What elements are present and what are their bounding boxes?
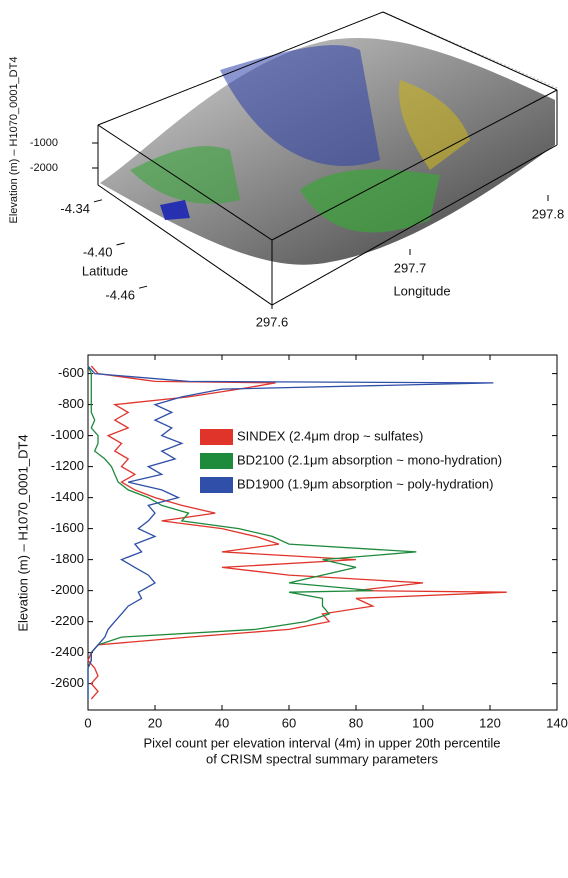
terrain-green: [300, 169, 440, 233]
box-edge: [382, 11, 558, 91]
x-tick-label: 297.8: [532, 206, 565, 221]
surface-panel: Elevation (m) – H1070_0001_DT4 Latitude …: [8, 11, 565, 329]
x-axis-label: of CRISM spectral summary parameters: [206, 751, 438, 766]
terrain-green: [130, 146, 240, 204]
y-axis-label: Latitude: [82, 263, 128, 278]
z-axis-label: Elevation (m) – H1070_0001_DT4: [8, 57, 20, 224]
x-tick-label: 60: [282, 715, 296, 730]
tick-mark: [116, 242, 125, 246]
plot-frame: [87, 354, 558, 711]
x-axis-label: Pixel count per elevation interval (4m) …: [144, 735, 501, 750]
y-tick-label: -4.46: [105, 288, 135, 303]
y-tick-label: -800: [58, 396, 84, 411]
y-tick-label: -1600: [51, 520, 84, 535]
x-tick-label: 0: [84, 715, 91, 730]
legend-label: BD1900 (1.9μm absorption ~ poly-hydratio…: [237, 476, 493, 491]
x-tick-label: 297.6: [256, 314, 289, 329]
x-tick-label: 120: [479, 715, 501, 730]
y-tick-label: -600: [58, 365, 84, 380]
box-edge: [97, 11, 384, 126]
terrain-blue: [160, 200, 190, 220]
tick-mark: [93, 199, 103, 203]
y-tick-label: -2200: [51, 613, 84, 628]
x-tick-label: 297.7: [394, 260, 427, 275]
y-tick-label: -4.34: [60, 201, 90, 216]
y-tick-label: -1800: [51, 551, 84, 566]
legend-swatch: [200, 429, 233, 445]
y-tick-label: -2600: [51, 675, 84, 690]
y-axis-label: Elevation (m) – H1070_0001_DT4: [15, 434, 30, 631]
x-tick-label: 100: [412, 715, 434, 730]
y-tick-label: -1400: [51, 489, 84, 504]
x-tick-label: 40: [215, 715, 229, 730]
x-tick-label: 80: [349, 715, 363, 730]
series-line: [87, 365, 417, 700]
y-tick-label: -2400: [51, 644, 84, 659]
x-axis-label: Longitude: [393, 283, 450, 298]
z-tick-label: -1000: [30, 137, 58, 149]
terrain-blue: [220, 45, 380, 166]
legend-label: SINDEX (2.4μm drop ~ sulfates): [237, 428, 423, 443]
x-tick-label: 20: [148, 715, 162, 730]
z-tick-label: -2000: [30, 162, 58, 174]
series-line: [87, 365, 494, 700]
terrain-yellow: [399, 80, 470, 170]
tick-mark: [138, 285, 148, 289]
x-tick-label: 140: [546, 715, 568, 730]
legend-swatch: [200, 477, 233, 493]
line-panel: Elevation (m) – H1070_0001_DT4 Pixel cou…: [15, 354, 568, 766]
y-tick-label: -2000: [51, 582, 84, 597]
y-tick-label: -1200: [51, 458, 84, 473]
legend-swatch: [200, 453, 233, 469]
series-line: [87, 365, 507, 700]
legend-label: BD2100 (2.1μm absorption ~ mono-hydratio…: [237, 452, 502, 467]
y-tick-label: -1000: [51, 427, 84, 442]
y-tick-label: -4.40: [83, 244, 113, 259]
